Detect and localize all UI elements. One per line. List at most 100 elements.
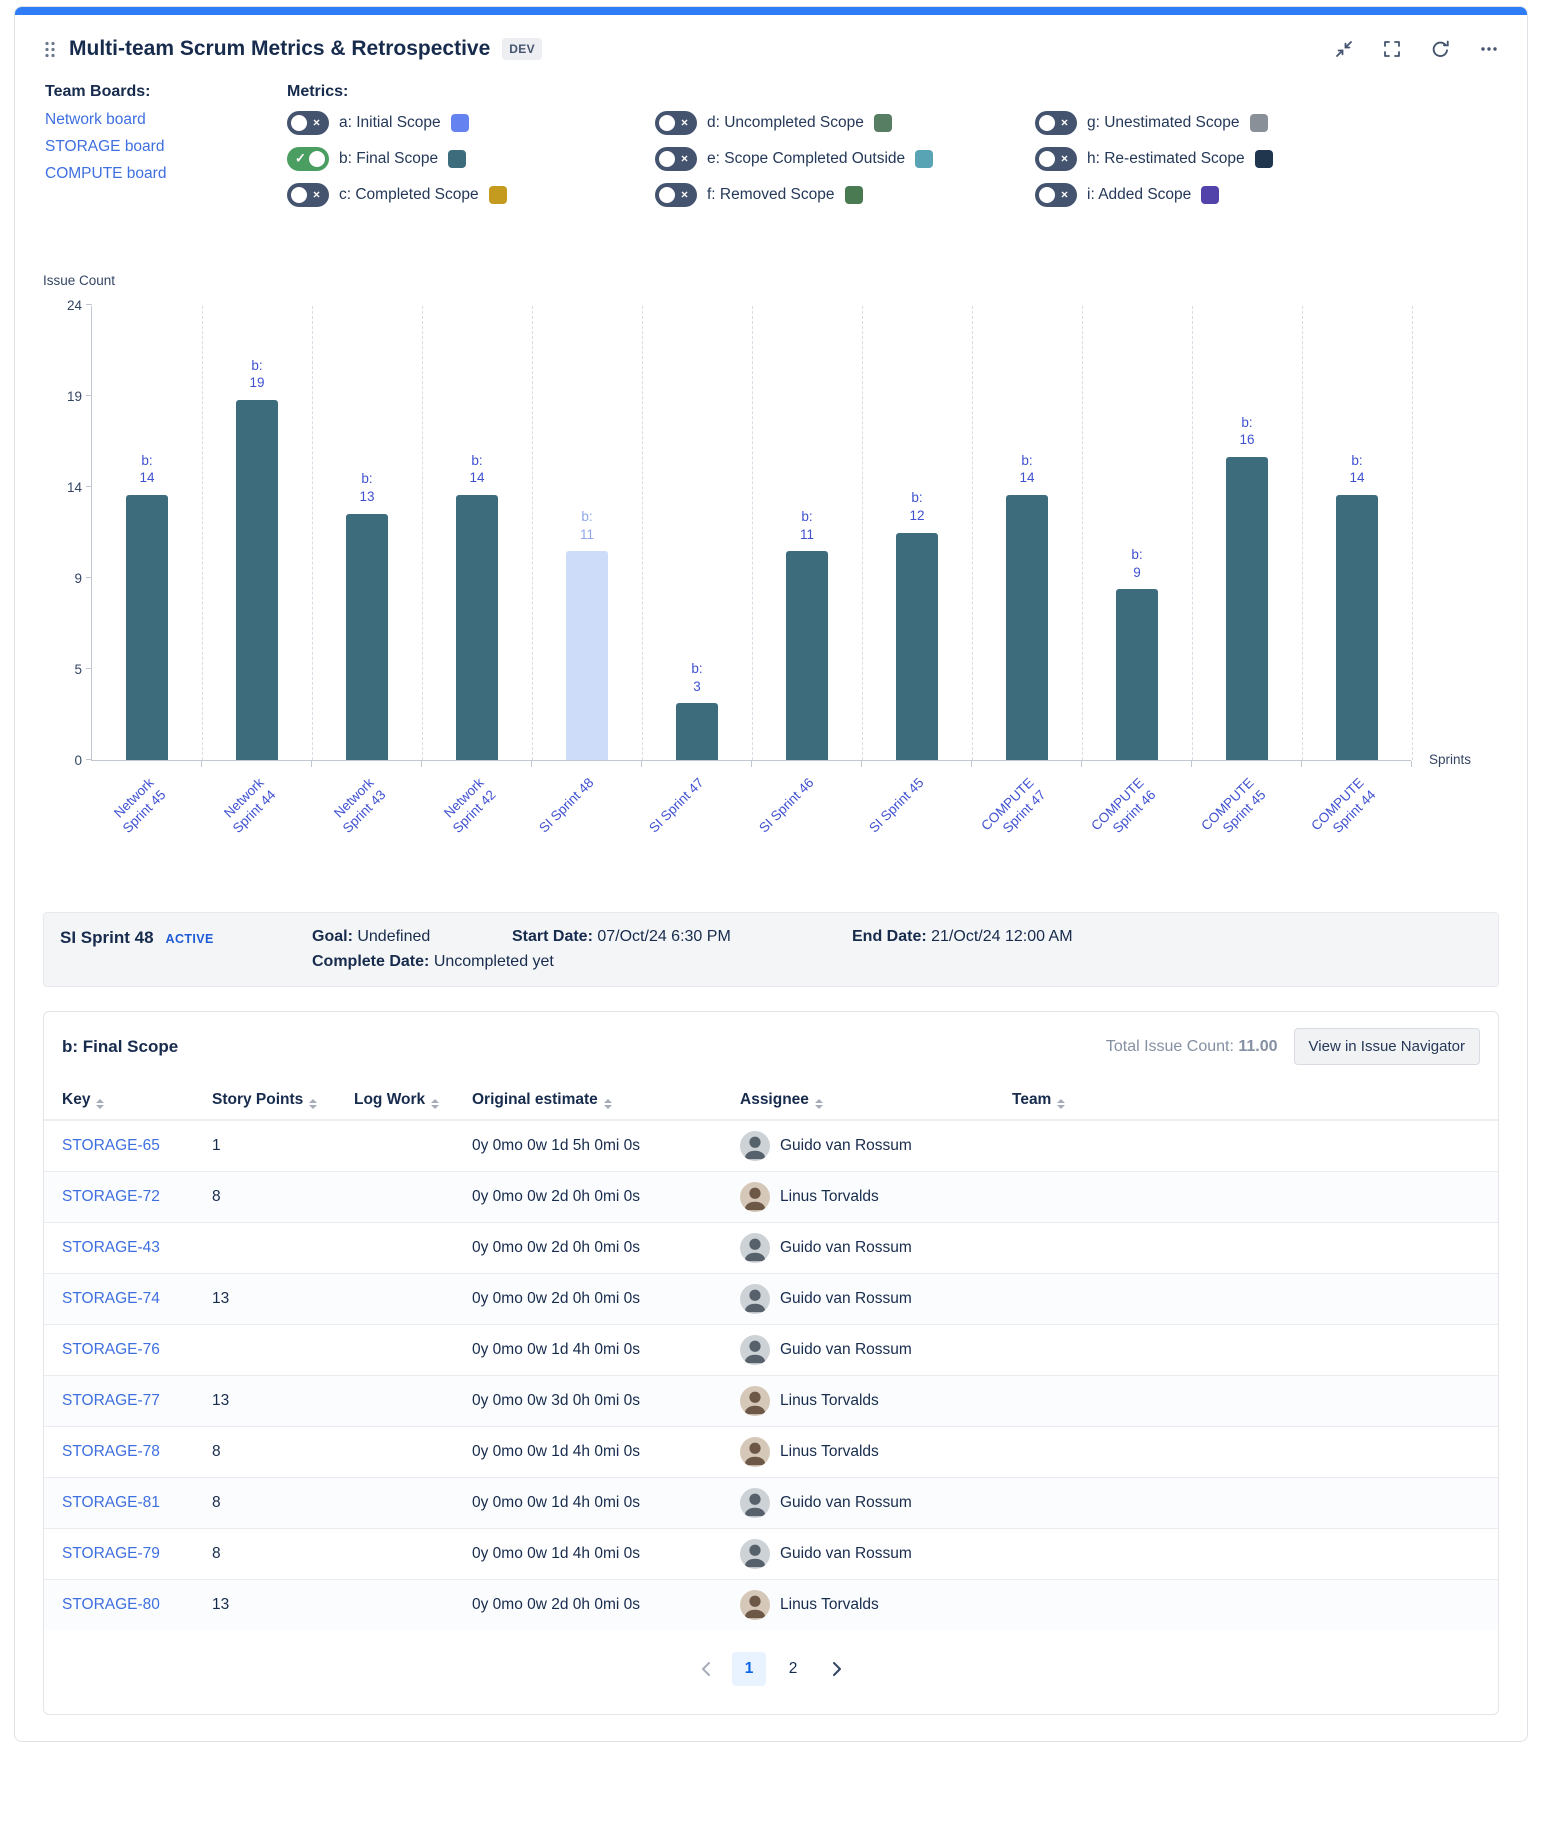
metric-color-swatch (1254, 150, 1273, 168)
sprint-label-si-sprint-48[interactable]: SI Sprint 48 (536, 775, 597, 836)
sprint-label-si-sprint-47[interactable]: SI Sprint 47 (646, 775, 707, 836)
team-boards-label: Team Boards: (45, 83, 151, 100)
bar-compute-sprint-44[interactable] (1336, 494, 1378, 760)
sort-icon[interactable] (603, 1099, 612, 1109)
toggle-knob (1039, 151, 1055, 167)
y-tick-mark (86, 486, 92, 487)
metric-toggle-h[interactable]: × (1035, 147, 1077, 171)
sort-icon[interactable] (814, 1099, 823, 1109)
column-header-original-estimate[interactable]: Original estimate (462, 1081, 730, 1121)
bar-network-sprint-42[interactable] (456, 494, 498, 760)
sprint-label-network-sprint-45[interactable]: Network Sprint 45 (110, 775, 169, 836)
board-link-compute-board[interactable]: COMPUTE board (45, 165, 167, 182)
issue-key-link[interactable]: STORAGE-80 (62, 1596, 160, 1613)
metric-toggle-c[interactable]: × (287, 183, 329, 207)
drag-handle-icon[interactable] (43, 40, 57, 59)
bar-si-sprint-48[interactable] (566, 551, 608, 760)
fullscreen-icon[interactable] (1382, 39, 1402, 59)
page-button-2[interactable]: 2 (776, 1652, 810, 1686)
sort-icon[interactable] (96, 1099, 105, 1109)
view-in-issue-navigator-button[interactable]: View in Issue Navigator (1293, 1028, 1480, 1065)
y-tick-label: 14 (66, 480, 82, 495)
metric-item-i: × i: Added Scope (1035, 183, 1497, 207)
y-tick-label: 24 (66, 298, 82, 313)
bar-si-sprint-47[interactable] (676, 703, 718, 760)
column-header-key[interactable]: Key (44, 1081, 202, 1121)
metric-toggle-d[interactable]: × (655, 111, 697, 135)
minimize-icon[interactable] (1334, 39, 1354, 59)
sprint-status-badge: ACTIVE (165, 932, 214, 946)
bar-si-sprint-46[interactable] (786, 551, 828, 760)
metric-toggle-e[interactable]: × (655, 147, 697, 171)
original-estimate-cell: 0y 0mo 0w 3d 0h 0mi 0s (462, 1375, 730, 1427)
x-axis-title: Sprints (1429, 752, 1472, 767)
sort-icon[interactable] (431, 1099, 440, 1109)
more-options-icon[interactable] (1479, 39, 1499, 59)
next-page-button[interactable] (820, 1652, 854, 1686)
gadget-header: Multi-team Scrum Metrics & Retrospective… (15, 15, 1527, 77)
assignee-cell: Guido van Rossum (730, 1222, 1002, 1274)
column-header-story-points[interactable]: Story Points (202, 1081, 344, 1121)
board-link-network-board[interactable]: Network board (45, 111, 146, 128)
issue-key-link[interactable]: STORAGE-72 (62, 1188, 160, 1205)
issue-key-link[interactable]: STORAGE-77 (62, 1392, 160, 1409)
bar-compute-sprint-47[interactable] (1006, 494, 1048, 760)
sprint-label-network-sprint-42[interactable]: Network Sprint 42 (440, 775, 499, 836)
bar-si-sprint-45[interactable] (896, 532, 938, 760)
x-icon: × (1060, 151, 1068, 166)
bar-compute-sprint-46[interactable] (1116, 589, 1158, 760)
table-title: b: Final Scope (62, 1036, 179, 1056)
sprint-label-network-sprint-44[interactable]: Network Sprint 44 (220, 775, 279, 836)
issue-key-link[interactable]: STORAGE-76 (62, 1341, 160, 1358)
metric-toggle-b[interactable]: ✓ (287, 147, 329, 171)
issue-key-link[interactable]: STORAGE-78 (62, 1443, 160, 1460)
bar-network-sprint-43[interactable] (346, 513, 388, 760)
gridline (532, 306, 533, 760)
metric-toggle-f[interactable]: × (655, 183, 697, 207)
bar-value-label: b: 14 (469, 452, 485, 486)
issue-key-link[interactable]: STORAGE-79 (62, 1545, 160, 1562)
x-tick-mark (1301, 761, 1302, 767)
page-button-1[interactable]: 1 (732, 1652, 766, 1686)
story-points-cell: 8 (202, 1477, 344, 1529)
metric-toggle-g[interactable]: × (1035, 111, 1077, 135)
column-header-log-work[interactable]: Log Work (344, 1081, 462, 1121)
sprint-label-compute-sprint-45[interactable]: COMPUTE Sprint 45 (1198, 775, 1269, 836)
column-header-team[interactable]: Team (1002, 1081, 1498, 1121)
sort-icon[interactable] (1057, 1099, 1066, 1109)
previous-page-button[interactable] (688, 1652, 722, 1686)
column-header-assignee[interactable]: Assignee (730, 1081, 1002, 1121)
refresh-icon[interactable] (1430, 39, 1451, 60)
assignee-avatar (740, 1131, 770, 1161)
sprint-label-compute-sprint-44[interactable]: COMPUTE Sprint 44 (1308, 775, 1379, 836)
issue-key-link[interactable]: STORAGE-74 (62, 1290, 160, 1307)
assignee-name: Guido van Rossum (780, 1137, 912, 1154)
sprint-label-compute-sprint-46[interactable]: COMPUTE Sprint 46 (1088, 775, 1159, 836)
issue-key-link[interactable]: STORAGE-43 (62, 1239, 160, 1256)
check-icon: ✓ (295, 150, 306, 166)
sprint-label-si-sprint-46[interactable]: SI Sprint 46 (756, 775, 817, 836)
metric-label: a: Initial Scope (339, 114, 441, 131)
bar-network-sprint-45[interactable] (126, 494, 168, 760)
sprint-label-si-sprint-45[interactable]: SI Sprint 45 (866, 775, 927, 836)
metric-toggle-i[interactable]: × (1035, 183, 1077, 207)
issue-key-link[interactable]: STORAGE-65 (62, 1137, 160, 1154)
sprint-label-network-sprint-43[interactable]: Network Sprint 43 (330, 775, 389, 836)
key-cell: STORAGE-80 (44, 1579, 202, 1630)
toggle-knob (1039, 115, 1055, 131)
issue-row: STORAGE-76 0y 0mo 0w 1d 4h 0mi 0s Guido va… (44, 1324, 1498, 1376)
sprint-label-compute-sprint-47[interactable]: COMPUTE Sprint 47 (978, 775, 1049, 836)
bar-value-label: b: 11 (579, 509, 594, 542)
metric-toggle-a[interactable]: × (287, 111, 329, 135)
sort-icon[interactable] (309, 1099, 318, 1109)
x-tick-mark (531, 761, 532, 767)
x-tick-mark (1081, 761, 1082, 767)
bar-compute-sprint-45[interactable] (1226, 456, 1268, 760)
issue-key-link[interactable]: STORAGE-81 (62, 1494, 160, 1511)
y-tick-label: 5 (74, 662, 82, 677)
board-link-storage-board[interactable]: STORAGE board (45, 138, 165, 155)
original-estimate-cell: 0y 0mo 0w 1d 4h 0mi 0s (462, 1528, 730, 1580)
bar-network-sprint-44[interactable] (236, 399, 278, 760)
x-tick-mark (971, 761, 972, 767)
team-cell (1002, 1273, 1498, 1325)
